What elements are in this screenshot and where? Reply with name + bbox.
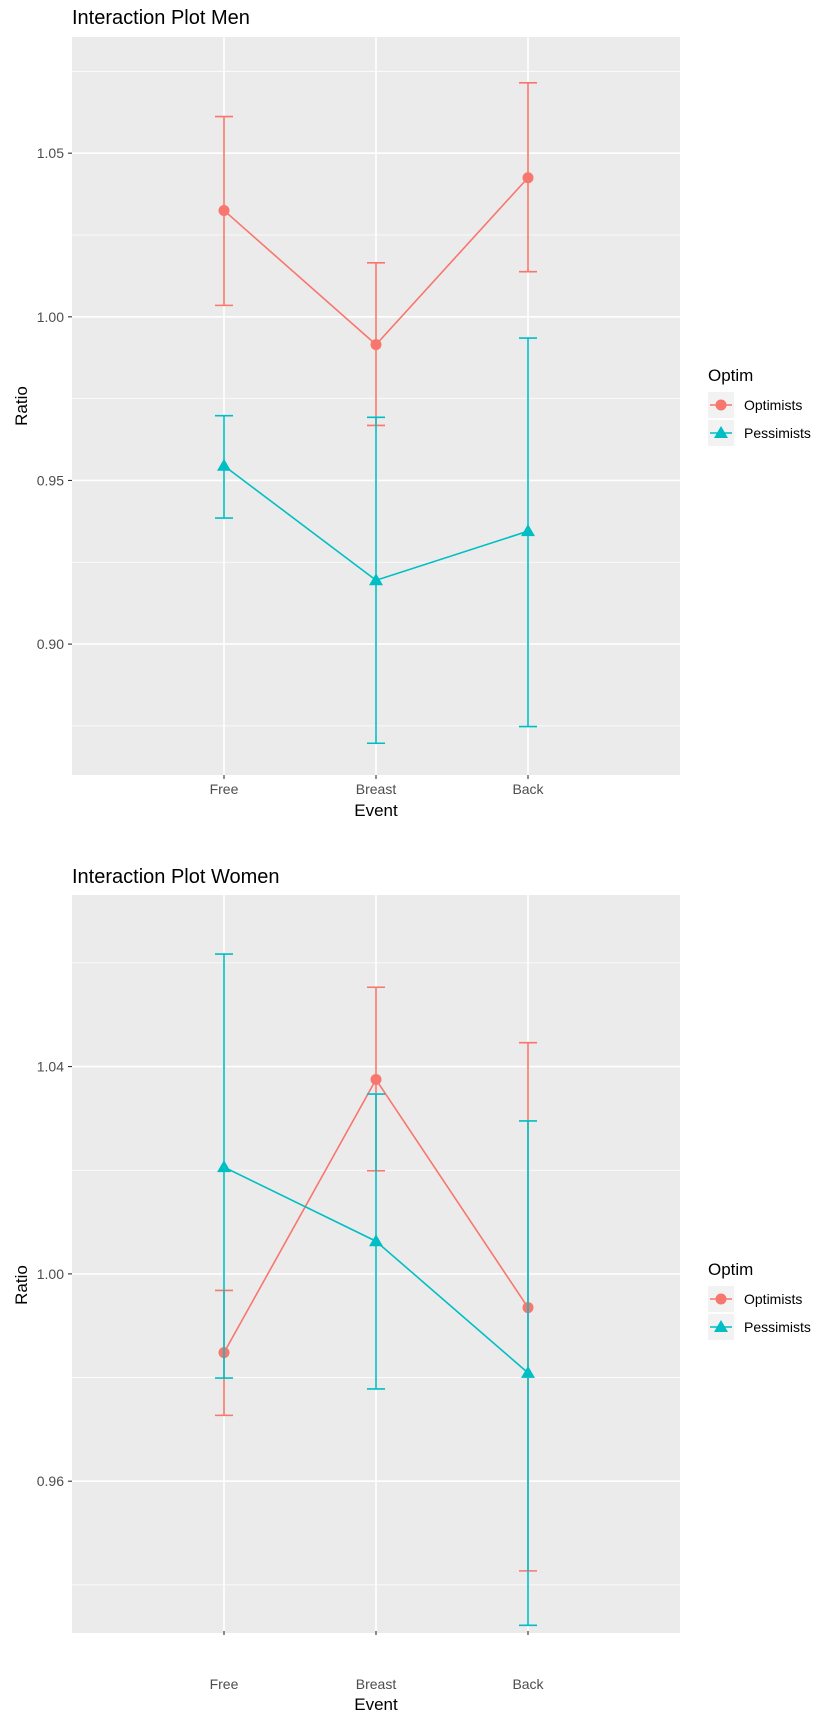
legend-key-marker <box>714 426 728 438</box>
x-tick-label: Back <box>512 781 544 797</box>
legend-key-marker <box>715 399 727 411</box>
chart-men: Interaction Plot Men 0.90 0.95 1.00 1.05 Fre… <box>12 7 811 820</box>
legend: Optim Optimists Pessimists <box>708 1260 811 1340</box>
plot-title: Interaction Plot Men <box>72 7 250 29</box>
data-point <box>369 573 383 586</box>
y-tick-label: 1.05 <box>37 145 64 161</box>
y-tick-label: 0.96 <box>37 1473 64 1489</box>
legend: Optim Optimists Pessimists <box>708 366 811 446</box>
axis-ticks: 0.96 1.00 1.04 Free Breast Back <box>37 1059 545 1692</box>
data-point <box>369 1234 383 1247</box>
series-optimists <box>215 82 537 427</box>
data-point <box>521 524 535 537</box>
legend-label: Optimists <box>744 1291 802 1307</box>
data-point <box>217 1160 231 1173</box>
chart-women-svg: Interaction Plot Women 0.96 1.00 1.04 Free B… <box>12 866 811 1714</box>
data-point <box>218 204 230 216</box>
legend-title: Optim <box>708 366 753 385</box>
data-point <box>522 172 534 184</box>
legend-label: Optimists <box>744 397 802 413</box>
legend-label: Pessimists <box>744 1319 811 1335</box>
data-point <box>370 1074 382 1086</box>
x-tick-label: Breast <box>356 781 397 797</box>
x-tick-label: Free <box>210 781 239 797</box>
chart-men-svg: Interaction Plot Men 0.90 0.95 1.00 1.05 Fre… <box>12 7 811 820</box>
x-tick-label: Free <box>210 1676 239 1692</box>
x-tick-label: Back <box>512 1676 544 1692</box>
y-axis-title: Ratio <box>12 1265 31 1305</box>
legend-title: Optim <box>708 1260 753 1279</box>
plot-title: Interaction Plot Women <box>72 866 280 888</box>
axis-ticks: 0.90 0.95 1.00 1.05 Free Breast Back <box>37 145 545 797</box>
y-tick-label: 1.00 <box>37 1266 64 1282</box>
y-tick-label: 0.95 <box>37 472 64 488</box>
legend-key-marker <box>714 1320 728 1332</box>
legend-label: Pessimists <box>744 425 811 441</box>
x-axis-title: Event <box>354 801 398 820</box>
chart-women: Interaction Plot Women 0.96 1.00 1.04 Free B… <box>0 858 819 1716</box>
y-tick-label: 1.00 <box>37 309 64 325</box>
y-axis-title: Ratio <box>12 386 31 426</box>
data-layer <box>215 82 537 745</box>
data-point <box>521 1365 535 1378</box>
y-tick-label: 1.04 <box>37 1059 64 1075</box>
y-tick-label: 0.90 <box>37 636 64 652</box>
legend-key-marker <box>715 1293 727 1305</box>
data-point <box>370 339 382 351</box>
series-pessimists <box>215 337 537 745</box>
data-layer <box>215 953 537 1627</box>
series-pessimists <box>215 953 537 1627</box>
x-axis-title: Event <box>354 1695 398 1714</box>
data-point <box>217 458 231 471</box>
x-tick-label: Breast <box>356 1676 397 1692</box>
